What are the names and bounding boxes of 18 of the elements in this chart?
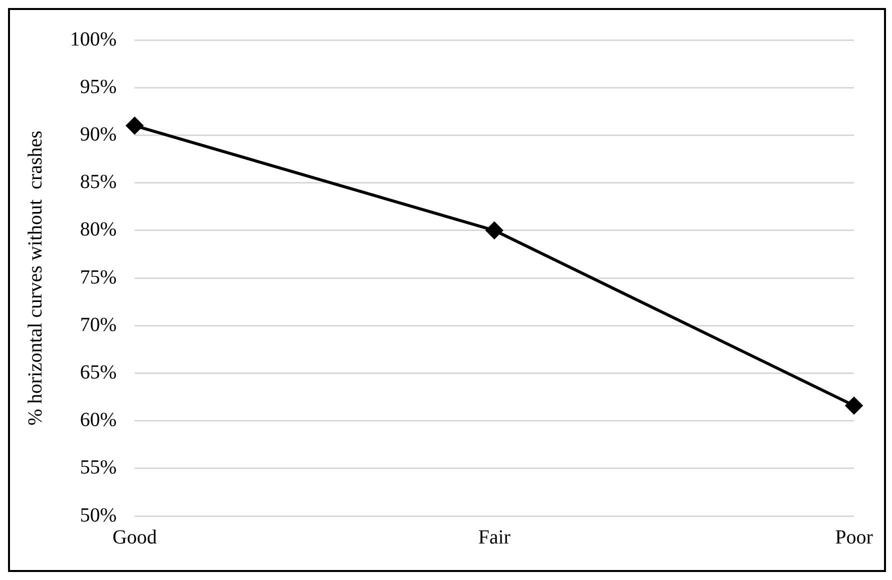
y-tick-label: 90% (80, 123, 117, 146)
y-axis-title: % horizontal curves without crashes (24, 130, 46, 426)
x-tick-label: Poor (835, 526, 874, 548)
x-tick-label: Fair (478, 526, 511, 548)
point (126, 117, 144, 134)
y-tick-label: 80% (80, 218, 117, 241)
y-tick-label: 55% (80, 456, 117, 479)
y-tick-label: 95% (80, 76, 117, 98)
y-tick-label: 60% (80, 409, 117, 432)
y-tick-label: 100% (70, 28, 117, 50)
y-tick-label: 75% (80, 266, 117, 288)
y-tick-label: 70% (80, 314, 117, 336)
y-tick-label: 85% (80, 171, 117, 194)
y-tick-label: 50% (80, 504, 117, 526)
x-tick-label: Good (112, 526, 157, 548)
y-tick-label: 65% (80, 361, 117, 384)
point (846, 397, 862, 414)
point (486, 222, 503, 239)
